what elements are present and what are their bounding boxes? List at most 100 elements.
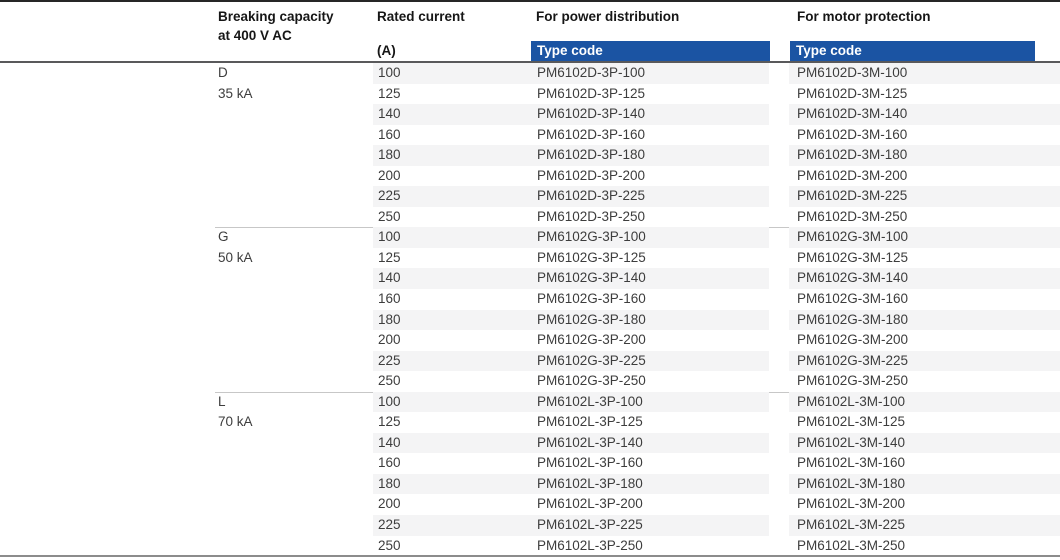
motor-protection-code: PM6102L-3M-125: [797, 414, 906, 430]
row-stripe-power-distribution: [373, 309, 769, 331]
rated-current-value: 200: [378, 167, 401, 183]
rated-current-value: 225: [378, 352, 401, 368]
rated-current-unit: (A): [377, 43, 396, 58]
table-row: 125 PM6102D-3P-125 PM6102D-3M-125: [0, 84, 1060, 105]
row-stripe-power-distribution: [373, 227, 769, 248]
row-stripe-motor-protection: [789, 145, 1060, 166]
motor-protection-code: PM6102D-3M-140: [797, 106, 908, 122]
power-distribution-code: PM6102G-3P-180: [537, 311, 646, 327]
table-row: 160 PM6102L-3P-160 PM6102L-3M-160: [0, 453, 1060, 474]
table-row: 250 PM6102L-3P-250 PM6102L-3M-250: [0, 536, 1060, 557]
power-distribution-code: PM6102D-3P-200: [537, 167, 646, 183]
row-stripe-motor-protection: [789, 391, 1060, 413]
rated-current-value: 250: [378, 208, 401, 224]
row-stripe-power-distribution: [373, 350, 769, 372]
rated-current-value: 125: [378, 414, 401, 430]
row-stripe-power-distribution: [373, 515, 769, 536]
power-distribution-code: PM6102G-3P-160: [537, 291, 646, 307]
power-distribution-code: PM6102D-3P-250: [537, 208, 646, 224]
table-row: 200 PM6102D-3P-200 PM6102D-3M-200: [0, 166, 1060, 187]
rated-current-value: 100: [378, 393, 401, 409]
row-stripe-motor-protection: [789, 515, 1060, 536]
power-distribution-code: PM6102L-3P-225: [537, 517, 643, 533]
rated-current-value: 140: [378, 106, 401, 122]
row-stripe-power-distribution: [373, 391, 769, 413]
table-section: D 35 kA 100 PM6102D-3P-100 PM6102D-3M-10…: [0, 63, 1060, 227]
breaking-capacity-class: G: [218, 229, 229, 245]
row-stripe-power-distribution: [373, 473, 769, 495]
motor-protection-code: PM6102G-3M-100: [797, 229, 909, 245]
rated-current-value: 100: [378, 65, 401, 80]
rated-current-value: 100: [378, 229, 401, 245]
power-distribution-code: PM6102L-3P-125: [537, 414, 643, 430]
row-stripe-power-distribution: [373, 186, 769, 207]
power-distribution-code: PM6102G-3P-100: [537, 229, 646, 245]
motor-protection-code: PM6102D-3M-180: [797, 147, 908, 163]
table-row: 180 PM6102L-3P-180 PM6102L-3M-180: [0, 473, 1060, 495]
power-distribution-code: PM6102L-3P-100: [537, 393, 643, 409]
table-section: L 70 kA 100 PM6102L-3P-100 PM6102L-3M-10…: [0, 391, 1060, 557]
rated-current-value: 160: [378, 126, 401, 142]
table-body: D 35 kA 100 PM6102D-3P-100 PM6102D-3M-10…: [0, 63, 1060, 556]
breaking-capacity-class: L: [218, 393, 226, 409]
table-row: 200 PM6102L-3P-200 PM6102L-3M-200: [0, 494, 1060, 515]
column-header-breaking-capacity: Breaking capacity at 400 V AC: [218, 7, 334, 45]
table-row: 160 PM6102D-3P-160 PM6102D-3M-160: [0, 125, 1060, 146]
table-row: 225 PM6102L-3P-225 PM6102L-3M-225: [0, 515, 1060, 536]
table-row: 250 PM6102G-3P-250 PM6102G-3M-250: [0, 371, 1060, 392]
motor-protection-code: PM6102D-3M-225: [797, 188, 908, 204]
power-distribution-code: PM6102G-3P-250: [537, 373, 646, 389]
row-stripe-motor-protection: [789, 227, 1060, 248]
rated-current-value: 125: [378, 85, 401, 101]
table-row: 140 PM6102D-3P-140 PM6102D-3M-140: [0, 104, 1060, 125]
row-stripe-motor-protection: [789, 104, 1060, 125]
row-stripe-motor-protection: [789, 473, 1060, 495]
power-distribution-code: PM6102D-3P-125: [537, 85, 646, 101]
motor-protection-code: PM6102G-3M-160: [797, 291, 909, 307]
power-distribution-code: PM6102G-3P-140: [537, 270, 646, 286]
power-distribution-code: PM6102D-3P-160: [537, 126, 646, 142]
rated-current-value: 160: [378, 291, 401, 307]
motor-protection-code: PM6102D-3M-160: [797, 126, 908, 142]
power-distribution-code: PM6102L-3P-140: [537, 434, 643, 450]
row-stripe-motor-protection: [789, 268, 1060, 290]
motor-protection-code: PM6102D-3M-250: [797, 208, 908, 224]
motor-protection-code: PM6102G-3M-250: [797, 373, 909, 389]
rated-current-value: 180: [378, 311, 401, 327]
table-row: 225 PM6102G-3P-225 PM6102G-3M-225: [0, 350, 1060, 372]
motor-protection-code: PM6102G-3M-125: [797, 249, 909, 265]
rated-current-value: 200: [378, 332, 401, 348]
column-header-power-distribution: For power distribution: [536, 9, 680, 24]
column-header-rated-current: Rated current: [377, 9, 465, 24]
type-code-bar-motor-protection: Type code: [790, 41, 1035, 61]
power-distribution-code: PM6102L-3P-180: [537, 475, 643, 491]
table-row: 100 PM6102D-3P-100 PM6102D-3M-100: [0, 63, 1060, 84]
rated-current-value: 225: [378, 188, 401, 204]
row-stripe-power-distribution: [373, 268, 769, 290]
table-row: 140 PM6102G-3P-140 PM6102G-3M-140: [0, 268, 1060, 290]
row-stripe-power-distribution: [373, 104, 769, 125]
row-stripe-power-distribution: [373, 145, 769, 166]
power-distribution-code: PM6102D-3P-225: [537, 188, 646, 204]
row-stripe-power-distribution: [373, 63, 769, 84]
header-separator-rule: [0, 61, 1060, 63]
table-row: 225 PM6102D-3P-225 PM6102D-3M-225: [0, 186, 1060, 207]
motor-protection-code: PM6102D-3M-200: [797, 167, 908, 183]
power-distribution-code: PM6102L-3P-250: [537, 537, 643, 553]
motor-protection-code: PM6102G-3M-140: [797, 270, 909, 286]
breaking-capacity-line2: at 400 V AC: [218, 28, 292, 43]
motor-protection-code: PM6102G-3M-200: [797, 332, 909, 348]
motor-protection-code: PM6102G-3M-225: [797, 352, 909, 368]
table-row: 180 PM6102G-3P-180 PM6102G-3M-180: [0, 309, 1060, 331]
table-row: 100 PM6102L-3P-100 PM6102L-3M-100: [0, 391, 1060, 413]
table-row: 160 PM6102G-3P-160 PM6102G-3M-160: [0, 289, 1060, 310]
motor-protection-code: PM6102L-3M-225: [797, 517, 906, 533]
power-distribution-code: PM6102G-3P-125: [537, 249, 646, 265]
motor-protection-code: PM6102L-3M-250: [797, 537, 906, 553]
table-row: 100 PM6102G-3P-100 PM6102G-3M-100: [0, 227, 1060, 248]
breaking-capacity-cell: G 50 kA: [218, 227, 253, 268]
breaking-capacity-rating: 35 kA: [218, 85, 253, 101]
table-section: G 50 kA 100 PM6102G-3P-100 PM6102G-3M-10…: [0, 227, 1060, 391]
breaking-capacity-cell: L 70 kA: [218, 392, 253, 433]
table-row: 125 PM6102G-3P-125 PM6102G-3M-125: [0, 248, 1060, 269]
